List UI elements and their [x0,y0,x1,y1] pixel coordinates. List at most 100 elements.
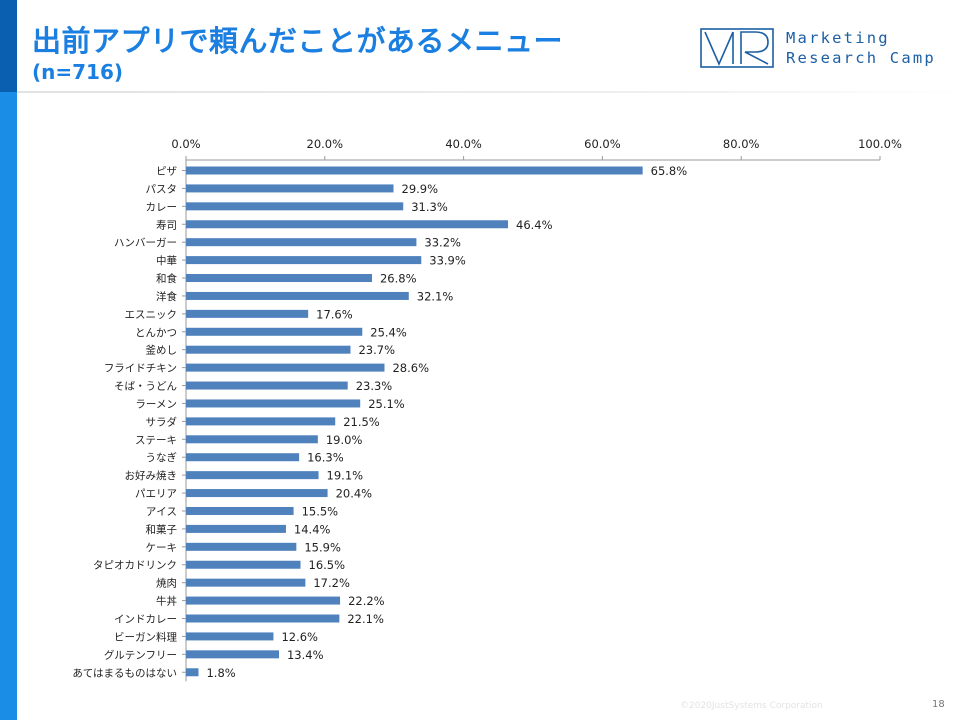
category-label: ラーメン [135,398,177,410]
bar [186,596,341,605]
bar [186,632,274,641]
category-label: 和菓子 [146,524,178,536]
category-label: ピザ [156,166,177,178]
data-label: 16.3% [307,451,344,465]
bar [186,184,394,193]
x-tick-label: 60.0% [584,137,621,151]
category-label: ステーキ [135,434,177,446]
logo-line-2: Research Camp [786,49,936,67]
bar [186,399,361,408]
category-label: ケーキ [146,542,178,554]
data-label: 15.5% [302,504,339,518]
data-label: 65.8% [651,164,688,178]
data-label: 31.3% [411,200,448,214]
category-label: パエリア [135,488,177,500]
category-label: うなぎ [146,451,178,464]
data-label: 25.1% [368,397,405,411]
bar [186,220,509,229]
data-label: 23.3% [356,379,393,393]
category-label: 釜めし [146,344,178,357]
data-label: 15.9% [304,540,341,554]
category-label: 和食 [156,272,177,285]
bar [186,238,417,247]
data-label: 12.6% [281,630,318,644]
data-label: 16.5% [309,558,346,572]
category-label: お好み焼き [125,470,178,482]
bar [186,650,279,659]
bar [186,327,363,336]
category-label: インドカレー [114,614,177,626]
bar [186,435,318,444]
data-label: 33.9% [429,254,466,268]
bar [186,417,336,426]
data-label: 25.4% [370,325,407,339]
category-label: 牛丼 [156,595,177,608]
data-label: 29.9% [402,182,439,196]
category-label: パスタ [146,183,178,195]
bar [186,453,300,462]
data-label: 1.8% [206,666,235,680]
data-label: 19.0% [326,433,363,447]
data-label: 46.4% [516,218,553,232]
bar [186,166,643,175]
logo-text: Marketing Research Camp [786,28,936,68]
logo-mark [700,28,774,68]
data-label: 17.6% [316,307,353,321]
side-accent-bar-top [0,0,17,92]
x-tick-label: 40.0% [445,137,482,151]
bar [186,578,306,587]
category-label: エスニック [125,309,178,321]
data-label: 21.5% [343,415,380,429]
bar [186,614,340,623]
bar [186,291,409,300]
data-label: 20.4% [336,487,373,501]
category-label: ビーガン料理 [114,630,177,643]
x-tick-label: 80.0% [723,137,760,151]
category-label: アイス [146,506,177,518]
data-label: 14.4% [294,522,331,536]
bar [186,506,294,515]
data-label: 19.1% [327,469,364,483]
category-label: とんかつ [135,327,177,339]
bar [186,363,385,372]
category-label: ハンバーガー [114,237,177,249]
bar [186,489,328,498]
category-label: グルテンフリー [104,648,177,661]
category-label: カレー [146,201,178,213]
data-label: 32.1% [417,289,454,303]
category-label: 寿司 [156,218,177,231]
page-number: 18 [932,699,945,710]
x-tick-label: 100.0% [858,137,902,151]
data-label: 23.7% [358,343,395,357]
bar [186,668,199,677]
x-tick-label: 20.0% [307,137,344,151]
category-label: フライドチキン [104,363,177,375]
category-label: 洋食 [156,290,177,303]
bar [186,274,372,283]
data-label: 33.2% [424,236,461,250]
bar [186,542,297,551]
category-label: サラダ [146,415,178,428]
copyright: ©2020JustSystems Corporation [680,701,823,711]
header-divider [17,91,960,93]
bar [186,381,348,390]
slide-title: 出前アプリで頼んだことがあるメニュー [32,24,564,58]
data-label: 28.6% [392,361,429,375]
side-accent-bar [0,0,17,720]
data-label: 22.2% [348,594,385,608]
bar [186,309,309,318]
bar [186,202,404,211]
bar [186,524,286,533]
bar [186,560,301,569]
category-label: タピオカドリンク [93,560,177,572]
category-label: そば・うどん [114,381,177,393]
company-logo: Marketing Research Camp [700,28,950,70]
data-label: 22.1% [347,612,384,626]
bar [186,345,351,354]
data-label: 13.4% [287,648,324,662]
data-label: 17.2% [313,576,350,590]
bar [186,256,422,265]
sample-size: (n=716) [32,60,124,84]
x-tick-label: 0.0% [171,137,200,151]
data-label: 26.8% [380,272,417,286]
